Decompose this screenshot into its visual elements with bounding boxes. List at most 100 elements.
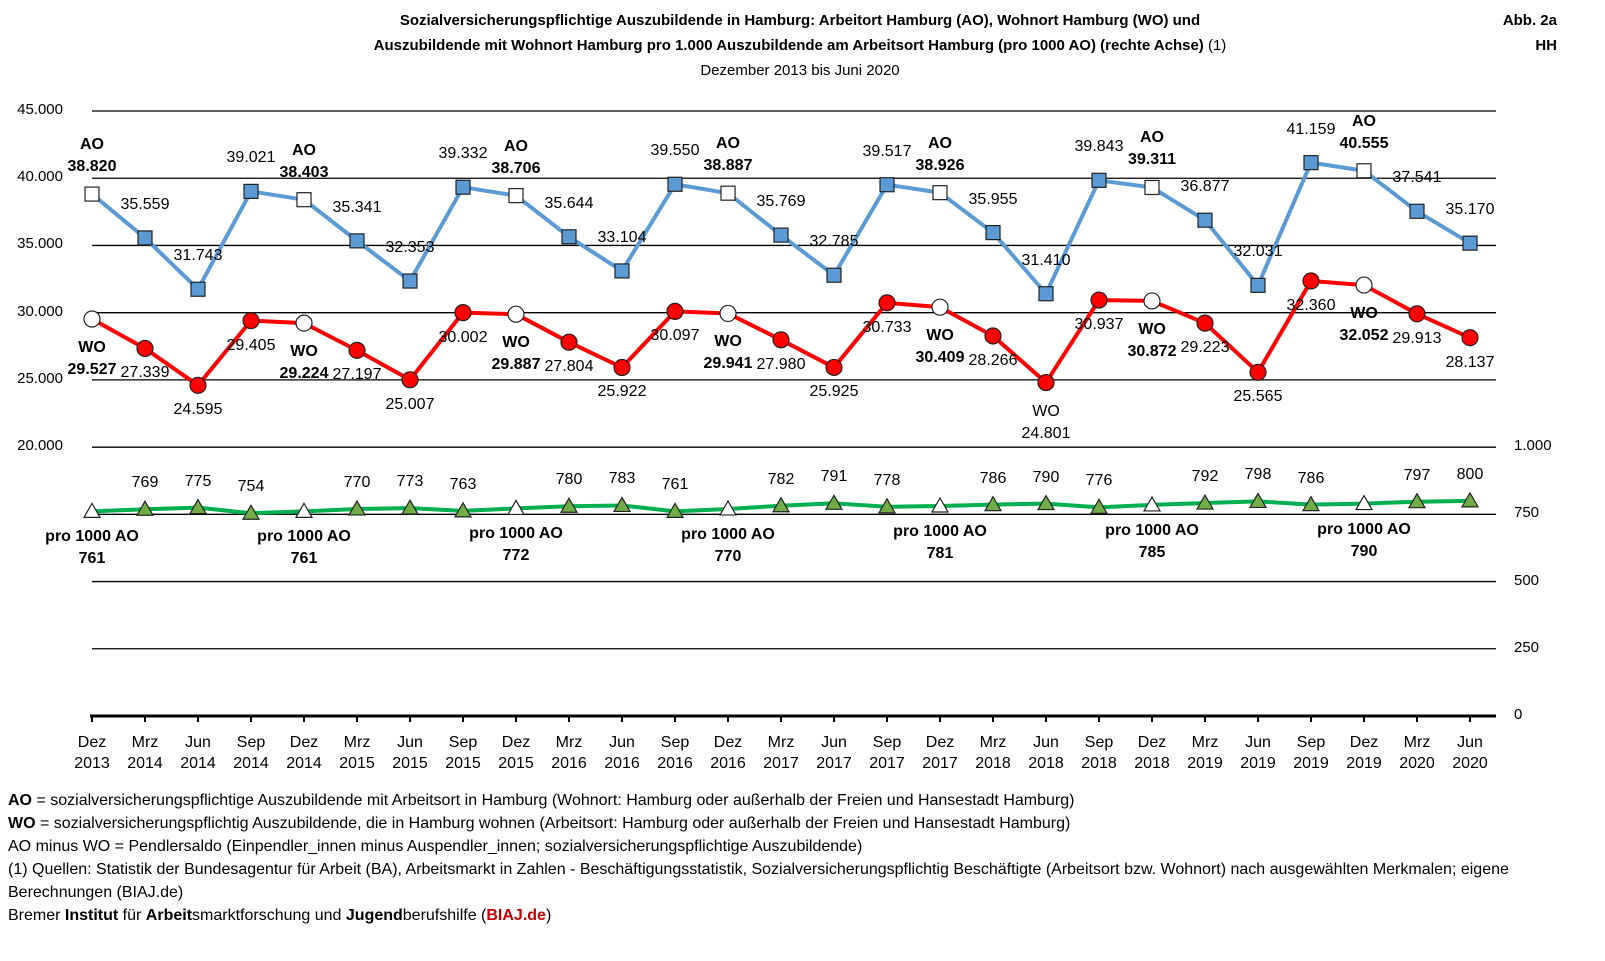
- data-label: pro 1000 AO 770: [681, 525, 775, 565]
- data-label: 783: [608, 470, 636, 488]
- footnote-text: Institut: [64, 907, 119, 924]
- data-label: 39.021: [226, 149, 276, 167]
- marker: [1408, 305, 1426, 323]
- data-label: WO 32.052: [1339, 305, 1389, 345]
- data-label: 27.339: [120, 364, 170, 382]
- data-label: WO 29.887: [491, 334, 541, 374]
- marker: [188, 498, 208, 515]
- data-label: 770: [343, 473, 371, 491]
- data-label: 29.913: [1392, 329, 1442, 347]
- marker: [878, 294, 896, 312]
- marker: [1302, 272, 1320, 290]
- marker: [614, 263, 630, 279]
- marker: [400, 498, 420, 515]
- x-tick-label: Mrz 2018: [975, 734, 1011, 772]
- data-label: 775: [184, 472, 212, 490]
- data-label: 754: [237, 478, 265, 496]
- y2-tick-label: 1.000: [1514, 437, 1552, 455]
- data-label: 778: [873, 471, 901, 489]
- footnote-text: berufshilfe (: [402, 907, 487, 924]
- marker: [1409, 203, 1425, 219]
- title-note: (1): [1207, 37, 1227, 54]
- x-tick-label: Jun 2020: [1452, 734, 1488, 772]
- marker: [455, 179, 471, 195]
- data-label: pro 1000 AO 790: [1317, 520, 1411, 560]
- marker: [718, 499, 738, 516]
- data-label: 25.565: [1233, 388, 1283, 406]
- marker: [930, 496, 950, 513]
- marker: [983, 495, 1003, 512]
- data-label: 30.002: [438, 328, 488, 346]
- marker: [189, 376, 207, 394]
- data-label: 31.743: [173, 247, 223, 265]
- data-label: 776: [1085, 472, 1113, 490]
- data-label: pro 1000 AO 781: [893, 522, 987, 562]
- data-label: 39.332: [438, 145, 488, 163]
- marker: [1303, 155, 1319, 171]
- x-tick-label: Sep 2016: [657, 734, 693, 772]
- y-tick-label: 30.000: [17, 302, 63, 320]
- data-label: pro 1000 AO 761: [257, 528, 351, 568]
- x-tick-label: Sep 2017: [869, 734, 905, 772]
- marker: [985, 225, 1001, 241]
- data-label: 25.925: [809, 383, 859, 401]
- data-label: WO 29.224: [279, 343, 329, 383]
- marker: [719, 304, 737, 323]
- marker: [1407, 492, 1427, 509]
- data-label: 773: [396, 473, 424, 491]
- x-tick-label: Dez 2019: [1346, 734, 1382, 772]
- data-label: 28.137: [1445, 353, 1495, 371]
- data-label: 780: [555, 471, 583, 489]
- marker: [1091, 172, 1107, 188]
- x-tick-label: Sep 2014: [233, 734, 269, 772]
- data-label: 797: [1403, 466, 1431, 484]
- footnote-text: Arbeit: [145, 907, 193, 924]
- marker: [83, 310, 101, 328]
- marker: [1089, 498, 1109, 514]
- data-label: AO 38.403: [279, 141, 329, 181]
- marker: [772, 331, 790, 349]
- footnote-text: BIAJ.de: [486, 907, 546, 924]
- marker: [666, 302, 684, 320]
- footnote-text: smarktforschung und: [192, 907, 346, 924]
- marker: [241, 504, 261, 520]
- marker: [932, 185, 948, 201]
- marker: [1249, 363, 1267, 381]
- marker: [136, 339, 154, 358]
- data-label: 763: [449, 475, 477, 493]
- data-label: AO 39.311: [1127, 129, 1177, 169]
- x-tick-label: Dez 2017: [922, 734, 958, 772]
- data-label: 24.595: [173, 401, 223, 419]
- data-label: 791: [820, 468, 848, 486]
- y2-tick-label: 0: [1514, 706, 1523, 723]
- x-tick-label: Mrz 2014: [127, 734, 163, 772]
- y-tick-label: 25.000: [17, 369, 63, 387]
- data-label: 35.559: [120, 195, 170, 213]
- x-tick-label: Mrz 2015: [339, 734, 375, 772]
- footnote: Bremer Institut für Arbeitsmarktforschun…: [8, 904, 1568, 927]
- data-label: 35.170: [1445, 201, 1495, 219]
- marker: [826, 267, 842, 283]
- data-label: 786: [979, 469, 1007, 487]
- marker: [1038, 286, 1054, 302]
- x-tick-label: Jun 2017: [816, 734, 852, 772]
- data-label: pro 1000 AO 761: [45, 528, 139, 568]
- marker: [612, 496, 632, 513]
- marker: [347, 499, 367, 516]
- data-label: WO 30.872: [1127, 320, 1177, 360]
- data-label: 782: [767, 470, 795, 488]
- data-label: AO 38.706: [491, 137, 541, 177]
- marker: [667, 176, 683, 192]
- data-label: 39.550: [650, 142, 700, 160]
- marker: [1460, 491, 1480, 508]
- marker: [1248, 492, 1268, 509]
- data-label: 41.159: [1286, 120, 1336, 138]
- footnote-text: WO: [8, 815, 36, 832]
- marker: [190, 281, 206, 297]
- data-label: 32.353: [385, 239, 435, 257]
- marker: [454, 304, 472, 322]
- data-label: 35.769: [756, 193, 806, 211]
- marker: [349, 233, 365, 249]
- x-tick-label: Dez 2018: [1134, 734, 1170, 772]
- marker: [135, 500, 155, 516]
